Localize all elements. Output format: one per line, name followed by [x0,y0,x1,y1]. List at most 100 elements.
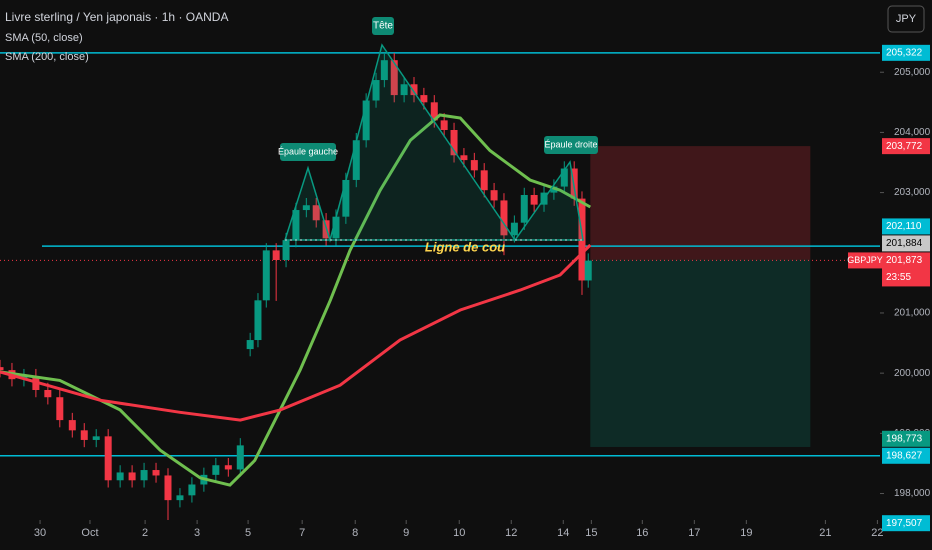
candle-body [362,100,370,141]
annotation: Épaule droite [544,139,597,149]
price-label-box [882,235,930,252]
countdown: 23:55 [886,272,911,283]
x-tick-label: 7 [299,527,305,539]
annotation: Tête [373,21,393,32]
candle-body [380,60,388,81]
candle-body [80,430,88,440]
candle-body [68,420,76,431]
candle-body [440,120,448,130]
candle-body [262,250,270,301]
symbol-label: GBPJPY [847,255,883,265]
candle-body [0,367,4,371]
candle-body [44,390,52,398]
x-tick-label: 9 [403,527,409,539]
candle-body [430,102,438,121]
candle-body [56,397,64,421]
candle-body [372,80,380,101]
candle-body [104,436,112,481]
candle-body [480,170,488,191]
x-tick-label: 12 [505,527,517,539]
price-label-box [882,44,930,61]
candle-body [246,340,254,350]
currency-label[interactable]: JPY [896,13,917,25]
x-tick-label: 14 [557,527,569,539]
candle-body [212,465,220,475]
x-tick-label: 3 [194,527,200,539]
time-axis [0,520,932,550]
price-label: 203,772 [886,141,923,152]
candle-body [282,240,290,260]
x-tick-label: 17 [688,527,700,539]
chart-title: Livre sterling / Yen japonais · 1h · OAN… [5,10,228,24]
candle-body [560,168,568,187]
candle-body [460,155,468,161]
candle-body [332,216,340,239]
x-tick-label: 8 [352,527,358,539]
x-tick-label: 30 [34,527,46,539]
candle-body [352,140,360,180]
y-tick-label: 203,000 [894,187,931,198]
currency-button[interactable] [887,5,925,33]
candle-body [224,465,232,470]
price-label-box [882,138,930,155]
candle-body [302,205,310,211]
symbol-box [848,252,882,269]
x-tick-label: 10 [453,527,465,539]
x-tick-label: 16 [636,527,648,539]
indicator-legend: SMA (50, close) [5,32,83,44]
candle-body [92,436,100,440]
indicator-legend: SMA (200, close) [5,51,89,63]
plot-area [0,52,880,524]
candle-body [116,472,124,481]
candle-body [390,60,398,96]
annotation: Ligne de cou [425,239,505,254]
price-label-box [882,430,930,447]
x-tick-label: 21 [819,527,831,539]
reward-zone [590,259,811,447]
candle-body [470,160,478,171]
candle-body [312,205,320,221]
price-label: 198,627 [886,450,923,461]
x-tick-label: 2 [142,527,148,539]
price-label: 197,507 [886,518,923,529]
y-tick-label: 204,000 [894,127,931,138]
candle-body [420,95,428,103]
sma-line [0,243,592,422]
x-tick-label: 15 [585,527,597,539]
price-label-box [882,515,930,532]
pattern-shape [283,43,584,243]
candle-body [236,445,244,470]
price-label-box [882,252,930,287]
price-label-box [882,447,930,464]
price-label-box [882,218,930,235]
label-box [280,143,336,161]
label-box [544,136,598,154]
candle-body [584,260,592,281]
sma-line [0,113,592,487]
candle-body [510,222,518,236]
candle-body [164,475,172,501]
candle-body [188,484,196,496]
candle-body [410,84,418,96]
price-label: 198,773 [886,433,923,444]
candle-body [254,300,262,341]
candle-body [342,179,350,217]
candle-body [176,495,184,501]
price-label: 201,884 [886,238,923,249]
price-label: 202,110 [886,221,922,232]
candle-body [152,470,160,476]
candle-body [292,210,300,241]
candle-body [128,472,136,481]
y-tick-label: 205,000 [894,67,931,78]
candle-body [530,195,538,205]
candle-body [500,200,508,236]
candle-body [140,470,148,481]
candle-body [400,84,408,96]
y-tick-label: 200,000 [894,368,931,379]
annotation: Épaule gauche [278,146,338,156]
x-tick-label: 5 [245,527,251,539]
price-label: 205,322 [886,47,923,58]
candle-body [450,130,458,156]
